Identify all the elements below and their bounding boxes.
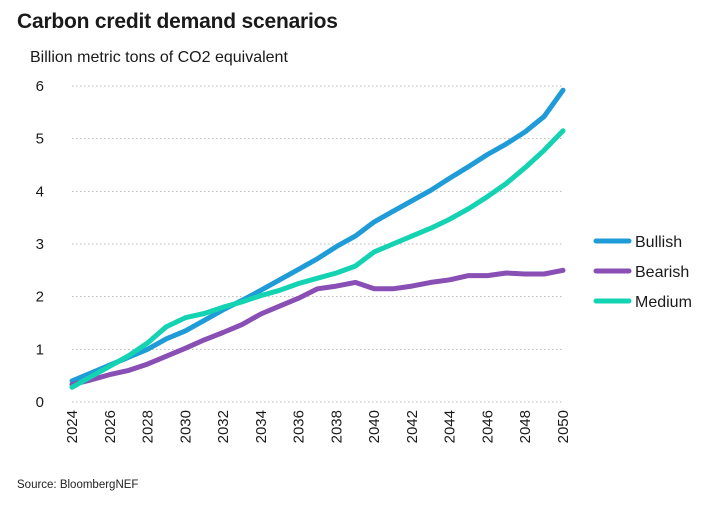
legend: Bullish Bearish Medium bbox=[593, 234, 692, 311]
y-tick-label: 2 bbox=[36, 289, 44, 306]
x-tick-label: 2036 bbox=[291, 410, 308, 443]
x-tick-label: 2050 bbox=[555, 410, 572, 443]
source-note: Source: BloombergNEF bbox=[17, 479, 139, 491]
y-tick-label: 5 bbox=[36, 131, 44, 148]
x-tick-label: 2024 bbox=[64, 410, 81, 443]
x-tick-labels: 2024 2026 2028 2030 2032 2034 2036 2038 2040 2042… bbox=[64, 410, 572, 443]
x-tick-label: 2046 bbox=[479, 410, 496, 443]
legend-label-bearish: Bearish bbox=[635, 264, 689, 281]
y-tick-label: 0 bbox=[36, 394, 44, 411]
x-tick-label: 2038 bbox=[328, 410, 345, 443]
x-tick-label: 2026 bbox=[102, 410, 119, 443]
y-tick-label: 1 bbox=[36, 341, 44, 358]
series-line-bullish bbox=[69, 87, 566, 384]
x-tick-label: 2042 bbox=[404, 410, 421, 443]
x-tick-label: 2030 bbox=[177, 410, 194, 443]
x-tick-label: 2040 bbox=[366, 410, 383, 443]
x-tick-label: 2034 bbox=[253, 410, 270, 443]
x-tick-label: 2044 bbox=[442, 410, 459, 443]
series-line-medium bbox=[69, 128, 566, 390]
y-tick-label: 4 bbox=[36, 183, 44, 200]
y-tick-label: 3 bbox=[36, 236, 44, 253]
chart-title: Carbon credit demand scenarios bbox=[17, 10, 338, 33]
x-tick-label: 2048 bbox=[517, 410, 534, 443]
legend-label-bullish: Bullish bbox=[635, 234, 682, 251]
gridlines bbox=[72, 85, 563, 403]
series-line-bearish bbox=[69, 267, 566, 388]
series-lines bbox=[69, 87, 566, 390]
x-tick-label: 2028 bbox=[140, 410, 157, 443]
y-tick-labels: 0 1 2 3 4 5 6 bbox=[36, 78, 44, 411]
y-axis-label: Billion metric tons of CO2 equivalent bbox=[30, 49, 288, 66]
legend-label-medium: Medium bbox=[635, 294, 692, 311]
x-tick-label: 2032 bbox=[215, 410, 232, 443]
y-tick-label: 6 bbox=[36, 78, 44, 95]
